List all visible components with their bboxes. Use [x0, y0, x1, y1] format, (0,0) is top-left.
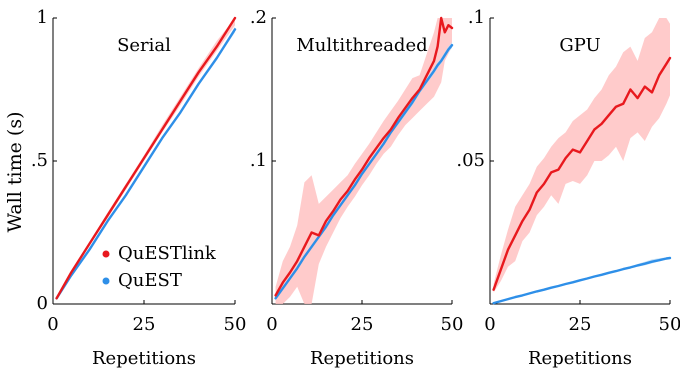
- series-line-quest: [492, 256, 672, 305]
- y-axis-label: Wall time (s): [4, 112, 26, 233]
- y-tick-label: .5: [31, 150, 48, 171]
- legend-label-quest: QuEST: [118, 270, 182, 291]
- x-axis-label: Repetitions: [528, 348, 632, 369]
- panel-title: GPU: [559, 35, 600, 56]
- panel-title: Serial: [117, 35, 171, 56]
- x-tick-label: 50: [659, 314, 680, 335]
- panel-multithreaded: Multithreaded Repetitions 0 25 50 .1 .2: [250, 7, 464, 369]
- y-tick-label: .1: [468, 7, 485, 28]
- series-line-quest: [55, 28, 237, 300]
- y-tick-label: .05: [456, 150, 485, 171]
- legend: QuESTlink QuEST: [102, 243, 217, 291]
- legend-label-questlink: QuESTlink: [118, 243, 217, 264]
- series-line-questlink: [492, 56, 672, 291]
- y-tick-label: .1: [250, 150, 267, 171]
- x-tick-label: 0: [266, 314, 277, 335]
- y-tick-label: .2: [250, 7, 267, 28]
- panel-gpu: GPU Repetitions 0 25 50 .05 .1: [456, 7, 680, 369]
- series-line-questlink: [55, 16, 237, 300]
- x-tick-label: 25: [569, 314, 592, 335]
- x-tick-label: 0: [47, 314, 58, 335]
- error-band-questlink: [493, 18, 670, 293]
- x-tick-label: 25: [351, 314, 374, 335]
- y-tick-label: 0: [37, 293, 48, 314]
- series-line-questlink: [274, 16, 454, 297]
- x-axis-label: Repetitions: [92, 348, 196, 369]
- x-tick-label: 25: [133, 314, 156, 335]
- x-axis-label: Repetitions: [310, 348, 414, 369]
- panel-title: Multithreaded: [296, 35, 427, 56]
- legend-marker-quest: [102, 277, 110, 285]
- x-tick-label: 50: [224, 314, 247, 335]
- series-line-quest: [274, 44, 454, 300]
- panel-serial: Serial Repetitions 0 25 50 0 .5 1: [31, 7, 247, 369]
- x-tick-label: 0: [484, 314, 495, 335]
- x-tick-label: 50: [441, 314, 464, 335]
- error-band-questlink: [56, 18, 235, 299]
- y-tick-label: 1: [37, 7, 48, 28]
- legend-marker-questlink: [102, 250, 110, 258]
